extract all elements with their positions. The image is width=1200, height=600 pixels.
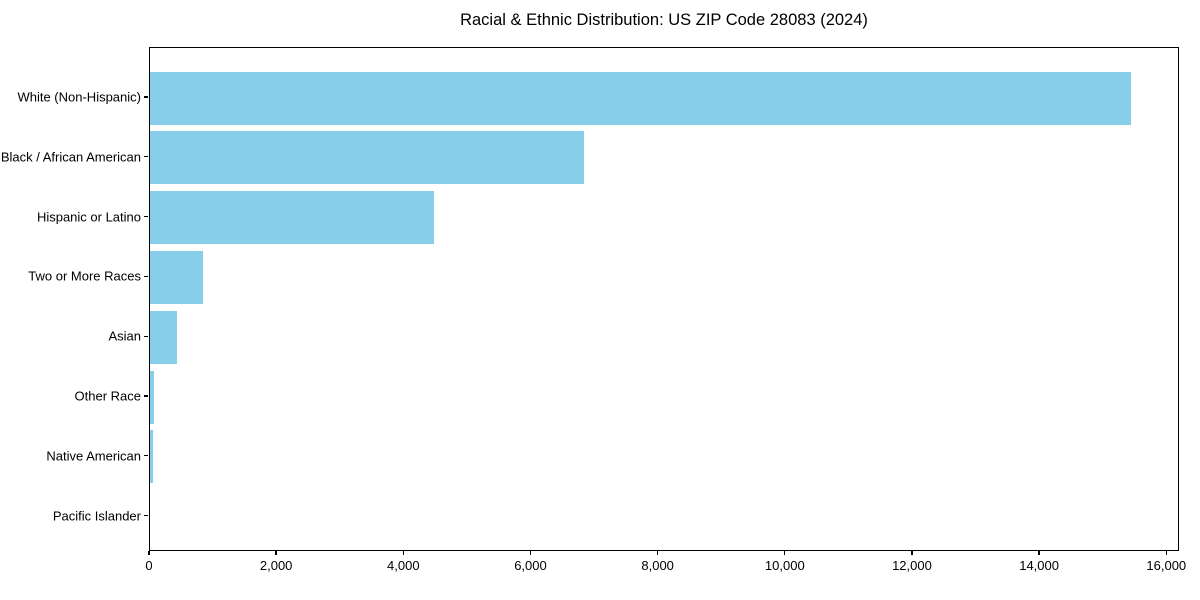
x-tick-label: 10,000 <box>764 558 805 573</box>
y-tick-mark <box>144 395 148 397</box>
x-tick-mark <box>275 551 277 555</box>
bar <box>150 191 435 245</box>
y-tick-mark <box>144 215 148 218</box>
x-tick-mark <box>656 551 659 555</box>
plot-area <box>149 47 1179 551</box>
y-tick-mark <box>144 514 148 517</box>
bar <box>150 430 153 484</box>
bar <box>150 71 1131 125</box>
bar <box>150 370 154 424</box>
y-tick-mark <box>144 96 148 98</box>
bar <box>150 250 203 304</box>
x-tick-label: 14,000 <box>1019 558 1059 573</box>
x-tick-label: 16,000 <box>1146 558 1187 573</box>
y-tick-mark <box>144 156 148 158</box>
y-tick-label: Asian <box>108 328 141 344</box>
x-tick-mark <box>911 551 913 555</box>
y-tick-label: White (Non-Hispanic) <box>17 89 141 105</box>
x-tick-label: 4,000 <box>387 558 420 573</box>
x-tick-label: 2,000 <box>259 558 293 573</box>
y-tick-label: Two or More Races <box>28 268 141 284</box>
y-tick-mark <box>144 335 148 337</box>
y-tick-label: Native American <box>46 448 141 464</box>
x-tick-mark <box>148 551 150 555</box>
y-tick-mark <box>144 455 148 457</box>
y-tick-label: Hispanic or Latino <box>36 209 141 225</box>
x-tick-label: 0 <box>145 558 153 573</box>
y-tick-label: Pacific Islander <box>52 508 141 524</box>
x-tick-label: 6,000 <box>514 558 547 573</box>
x-tick-mark <box>784 551 786 555</box>
x-tick-label: 12,000 <box>892 558 932 573</box>
x-tick-mark <box>1165 551 1167 555</box>
bar <box>150 131 585 185</box>
y-tick-label: Other Race <box>74 388 141 404</box>
chart-title: Racial & Ethnic Distribution: US ZIP Cod… <box>460 11 868 29</box>
x-tick-mark <box>529 551 532 555</box>
y-tick-mark <box>144 275 148 278</box>
x-tick-mark <box>1038 551 1040 555</box>
y-tick-label: Black / African American <box>0 149 141 165</box>
bar <box>150 310 177 364</box>
x-tick-label: 8,000 <box>641 558 674 573</box>
x-tick-mark <box>402 551 404 555</box>
